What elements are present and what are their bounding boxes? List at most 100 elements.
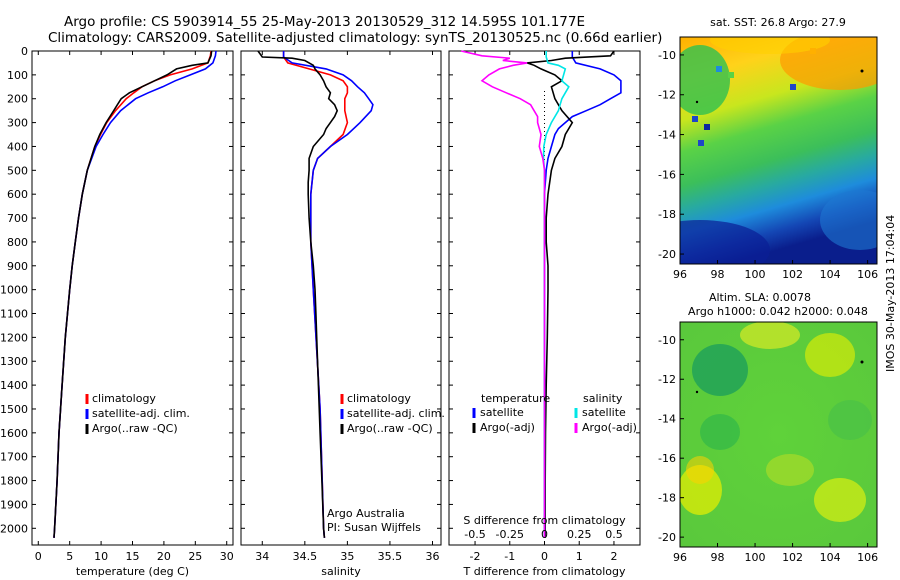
y-tick-label: 600 — [7, 188, 28, 201]
legend-label: climatology — [92, 392, 156, 405]
secondary-axis-title: S difference from climatology — [463, 514, 626, 527]
map-x-tick-label: 96 — [673, 268, 687, 281]
map-x-tick-label: 98 — [711, 268, 725, 281]
map-x-tick-label: 102 — [782, 268, 803, 281]
x-tick-label: 0 — [35, 550, 42, 563]
imos-timestamp: IMOS 30-May-2013 17:04:04 — [884, 214, 897, 372]
sst-map-frame — [679, 36, 878, 265]
legend-label: Argo(-adj) — [582, 421, 637, 434]
y-tick-label: 700 — [7, 212, 28, 225]
x-axis-label: T difference from climatology — [463, 565, 626, 578]
secondary-tick-label: 0.25 — [567, 528, 592, 541]
y-tick-label: 1800 — [0, 475, 28, 488]
map-x-tick-label: 106 — [857, 268, 878, 281]
y-tick-label: 900 — [7, 260, 28, 273]
x-tick-label: 34 — [255, 550, 269, 563]
map-y-tick-label: -18 — [658, 492, 676, 505]
temperature-panel: 0 5 10 15 20 25 30 temperature (deg C) 0 100 200 30… — [0, 45, 234, 578]
float-track-point — [860, 69, 864, 73]
y-tick-label: 2000 — [0, 522, 28, 535]
series-line-satellite — [53, 50, 217, 538]
secondary-tick-label: -0.5 — [464, 528, 485, 541]
series-line-satellite — [282, 51, 374, 538]
x-axis-label: temperature (deg C) — [76, 565, 189, 578]
legend-title: salinity — [583, 392, 623, 405]
map-x-tick-label: 98 — [711, 551, 725, 564]
legend-title: temperature — [481, 392, 550, 405]
map-y-tick-label: -20 — [658, 531, 676, 544]
series-line-argo — [526, 50, 615, 538]
legend-label: satellite-adj. clim. — [347, 407, 445, 420]
sst-map: sat. SST: 26.8 Argo: 27.9 96 98 100 102 104 1… — [658, 16, 878, 281]
x-axis-label: salinity — [321, 565, 361, 578]
series-line-climatology — [53, 50, 212, 538]
y-tick-label: 400 — [7, 140, 28, 153]
y-tick-label: 1200 — [0, 331, 28, 344]
y-tick-label: 1900 — [0, 498, 28, 511]
legend-label: Argo(-adj) — [480, 421, 535, 434]
y-tick-label: 1100 — [0, 308, 28, 321]
map-x-tick-label: 104 — [820, 551, 841, 564]
y-tick-label: 1600 — [0, 427, 28, 440]
series-line-argo — [257, 50, 339, 538]
salinity-frame — [240, 50, 442, 546]
map-y-tick-label: -14 — [658, 413, 676, 426]
float-track-point — [860, 360, 864, 364]
x-tick-label: 20 — [157, 550, 171, 563]
annotation-text: Argo Australia — [327, 507, 405, 520]
map-y-tick-label: -10 — [658, 334, 676, 347]
y-tick-label: 100 — [7, 69, 28, 82]
map-x-tick-label: 102 — [782, 551, 803, 564]
sla-map-frame — [679, 321, 878, 548]
secondary-tick-label: -0.25 — [496, 528, 524, 541]
y-tick-label: 500 — [7, 164, 28, 177]
float-track-point — [695, 390, 699, 394]
difference-panel: -2 -1 0 1 2 T difference from climatology temp… — [448, 50, 641, 578]
salinity-panel: 34 34.5 35 35.5 36 salinity climatology satelli… — [240, 50, 445, 578]
x-tick-label: 35.5 — [378, 550, 403, 563]
y-tick-label: 1300 — [0, 355, 28, 368]
map-y-tick-label: -16 — [658, 168, 676, 181]
legend-label: climatology — [347, 392, 411, 405]
x-tick-label: 36 — [425, 550, 439, 563]
x-tick-label: 2 — [610, 550, 617, 563]
y-tick-label: 1700 — [0, 451, 28, 464]
float-track-point — [695, 100, 699, 104]
temperature-frame — [31, 50, 234, 546]
header-line-2: Climatology: CARS2009. Satellite-adjuste… — [48, 30, 662, 46]
legend-label: satellite — [480, 406, 524, 419]
x-tick-label: 5 — [66, 550, 73, 563]
y-tick-label: 200 — [7, 93, 28, 106]
legend-label: Argo(..raw -QC) — [347, 422, 433, 435]
series-line-satellite — [543, 51, 622, 538]
map-y-tick-label: -14 — [658, 129, 676, 142]
sst-map-title: sat. SST: 26.8 Argo: 27.9 — [710, 16, 846, 29]
map-x-tick-label: 106 — [857, 551, 878, 564]
x-tick-label: 25 — [188, 550, 202, 563]
map-y-tick-label: -18 — [658, 208, 676, 221]
map-y-tick-label: -16 — [658, 452, 676, 465]
x-tick-label: 1 — [576, 550, 583, 563]
y-tick-label: 1000 — [0, 284, 28, 297]
sla-map: Altim. SLA: 0.0078 Argo h1000: 0.042 h20… — [658, 291, 878, 564]
secondary-tick-label: 0 — [541, 528, 548, 541]
x-tick-label: 34.5 — [293, 550, 318, 563]
map-y-tick-label: -12 — [658, 89, 676, 102]
y-tick-label: 300 — [7, 117, 28, 130]
map-x-tick-label: 96 — [673, 551, 687, 564]
y-tick-label: 1500 — [0, 403, 28, 416]
sla-map-subtitle: Argo h1000: 0.042 h2000: 0.048 — [688, 305, 868, 318]
series-line-argo_s — [461, 50, 546, 538]
legend-label: Argo(..raw -QC) — [92, 422, 178, 435]
legend-label: satellite — [582, 406, 626, 419]
x-tick-label: 35 — [340, 550, 354, 563]
x-tick-label: 0 — [541, 550, 548, 563]
sla-map-title: Altim. SLA: 0.0078 — [709, 291, 811, 304]
map-x-tick-label: 100 — [745, 551, 766, 564]
x-tick-label: -2 — [470, 550, 481, 563]
map-x-tick-label: 104 — [820, 268, 841, 281]
x-tick-label: 15 — [126, 550, 140, 563]
map-y-tick-label: -20 — [658, 248, 676, 261]
